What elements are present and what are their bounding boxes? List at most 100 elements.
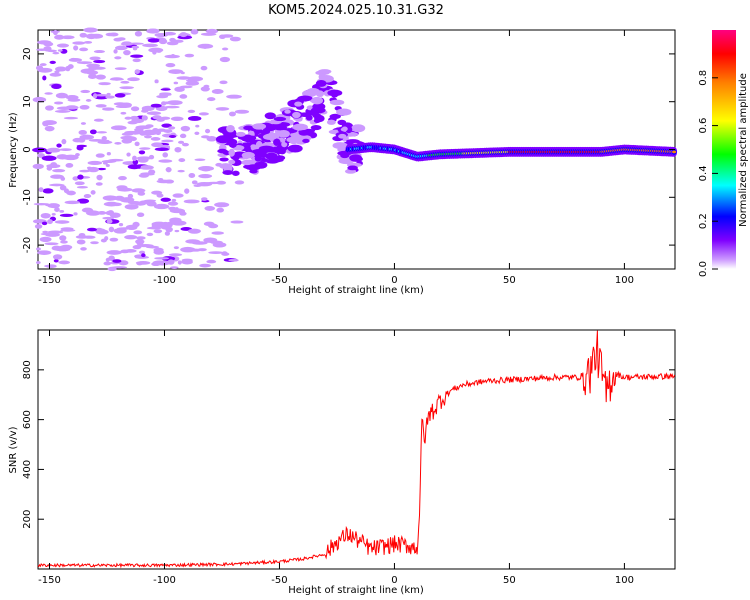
spectrogram-noise-cell	[159, 144, 171, 149]
spectrogram-y-label: Frequency (Hz)	[8, 112, 19, 188]
spectrogram-noise-cell	[89, 56, 101, 61]
spectrogram-noise-cell	[36, 65, 44, 71]
spectrogram-noise-cell	[198, 112, 209, 116]
spectrogram-noise-cell	[234, 180, 245, 185]
spectrogram-noise-cell	[105, 95, 115, 99]
spectrogram-noise-cell	[170, 116, 184, 121]
spectrogram-noise-cell	[57, 49, 63, 52]
spectrogram-noise-cell	[198, 174, 213, 179]
spectrogram-noise-cell	[85, 33, 97, 40]
spectrogram-ridge-cell	[294, 101, 303, 107]
spectrogram-noise-cell	[172, 193, 184, 198]
spectrogram-noise-cell	[118, 175, 127, 181]
spectrogram-noise-cell	[117, 187, 133, 192]
spectrogram-noise-cell	[44, 242, 59, 246]
spectrogram-ridge-cell	[329, 113, 341, 120]
spectrogram-noise-cell	[45, 105, 54, 111]
spectrogram-ridge-cell	[215, 135, 231, 144]
spectrogram-noise-cell	[130, 106, 140, 112]
spectrogram-noise-cell	[93, 50, 106, 54]
spectrogram-noise-cell	[41, 221, 48, 226]
spectrogram-noise-cell	[205, 28, 219, 34]
spectrogram-noise-cell	[203, 237, 218, 243]
spectrogram-ridge-cell	[241, 159, 253, 166]
spectrogram-noise-cell	[109, 237, 119, 242]
spectrogram-noise-cell	[72, 137, 83, 143]
spectrogram-noise-cell	[182, 142, 189, 147]
spectrogram-ridge-cell	[228, 159, 236, 165]
spectrogram-noise-cell	[73, 212, 78, 216]
spectrogram-noise-cell	[174, 207, 180, 213]
spectrogram-noise-cell	[160, 88, 171, 91]
spectrogram-ridge-cell	[316, 90, 325, 98]
spectrogram-ridge-cell	[317, 69, 332, 74]
spectrogram-noise-cell	[76, 61, 93, 65]
spectrogram-ridge-cell	[305, 114, 313, 121]
spectrogram-noise-cell	[200, 135, 210, 139]
spectrogram-noise-cell	[59, 244, 73, 250]
spectrogram-noise-cell	[46, 147, 61, 153]
spectrogram-noise-cell	[206, 97, 216, 102]
spectrogram-noise-cell	[124, 116, 132, 120]
spectrogram-noise-cell	[114, 195, 125, 201]
spectrogram-noise-cell	[124, 234, 138, 240]
snr-y-tick-label: 600	[22, 410, 33, 429]
spectrogram-noise-cell	[36, 261, 41, 264]
spectrogram-ridge-cell	[302, 138, 310, 143]
spectrogram-noise-cell	[164, 54, 180, 59]
spectrogram-noise-cell	[127, 164, 141, 170]
spectrogram-ridge-cell	[284, 109, 291, 114]
spectrogram-noise-cell	[173, 39, 184, 43]
spectrogram-ridge-cell	[251, 149, 268, 154]
spectrogram-noise-cell	[216, 207, 224, 213]
spectrogram-noise-cell	[87, 227, 97, 232]
spectrogram-noise-cell	[165, 63, 176, 68]
spectrogram-noise-cell	[138, 150, 146, 155]
spectrogram-noise-cell	[102, 216, 115, 220]
spectrogram-x-tick-label: -150	[38, 275, 61, 286]
spectrogram-noise-cell	[128, 42, 144, 45]
spectrogram-noise-cell	[187, 109, 196, 114]
spectrogram-noise-cell	[95, 94, 109, 97]
spectrogram-noise-cell	[63, 188, 70, 194]
spectrogram-noise-cell	[106, 219, 113, 224]
spectrogram-noise-cell	[132, 245, 142, 250]
spectrogram-x-tick-label: 50	[503, 275, 516, 286]
spectrogram-noise-cell	[138, 250, 146, 255]
spectrogram-noise-cell	[79, 47, 89, 52]
spectrogram-noise-cell	[61, 35, 75, 40]
spectrogram-noise-cell	[114, 142, 122, 145]
spectrogram-noise-cell	[86, 63, 101, 68]
spectrogram-noise-cell	[168, 253, 183, 257]
spectrogram-noise-cell	[51, 83, 62, 90]
spectrogram-noise-cell	[194, 158, 206, 162]
spectrogram-noise-cell	[132, 47, 138, 51]
spectrogram-noise-cell	[102, 162, 108, 165]
snr-y-tick-label: 400	[22, 460, 33, 479]
spectrogram-y-tick-label: 20	[22, 48, 33, 61]
spectrogram-ridge-cell	[241, 151, 255, 159]
spectrogram-noise-cell	[127, 77, 140, 82]
spectrogram-noise-cell	[179, 94, 188, 99]
snr-x-label: Height of straight line (km)	[288, 585, 424, 596]
spectrogram-noise-cell	[41, 155, 57, 161]
spectrogram-noise-cell	[178, 140, 185, 144]
spectrogram-noise-cell	[148, 169, 156, 175]
spectrogram-noise-cell	[167, 201, 179, 206]
snr-x-tick-label: -150	[38, 575, 61, 586]
spectrogram-noise-cell	[215, 107, 230, 111]
spectrogram-noise-cell	[200, 167, 212, 172]
snr-plot-area	[37, 329, 676, 570]
spectrogram-noise-cell	[83, 41, 93, 44]
spectrogram-noise-cell	[153, 247, 164, 253]
spectrogram-y-tick-label: 10	[22, 95, 33, 108]
spectrogram-noise-cell	[203, 84, 210, 88]
spectrogram-noise-cell	[80, 89, 91, 94]
spectrogram-noise-cell	[174, 229, 180, 233]
spectrogram-ridge-cell	[310, 124, 322, 131]
spectrogram-noise-cell	[201, 197, 208, 201]
spectrogram-ridge-cell	[254, 155, 262, 162]
spectrogram-noise-cell	[79, 169, 91, 173]
spectrogram-noise-cell	[164, 179, 175, 184]
spectrogram-noise-cell	[60, 240, 68, 244]
